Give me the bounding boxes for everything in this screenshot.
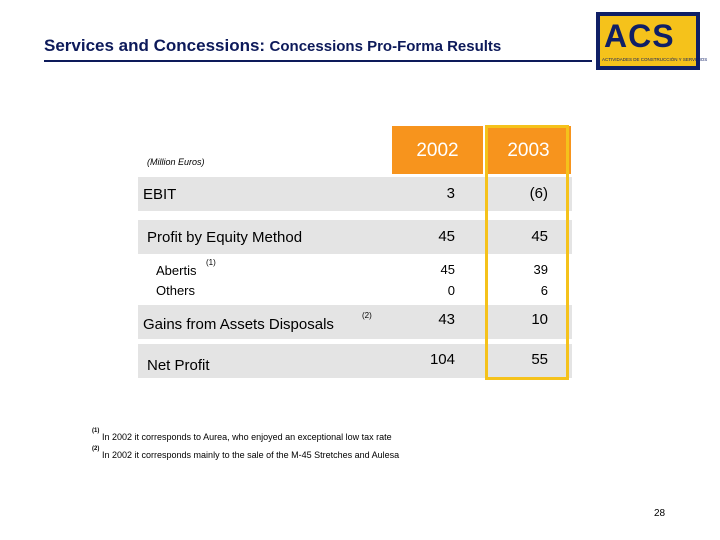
title-part2: Concessions Pro-Forma Results xyxy=(269,38,502,55)
column-header-2003-label: 2003 xyxy=(507,140,550,161)
highlight-2003-column xyxy=(485,125,569,380)
value-others-2002: 0 xyxy=(447,283,455,298)
value-ebit-2003: (6) xyxy=(529,185,548,202)
value-ebit-2002: 3 xyxy=(446,185,455,202)
column-header-2003: 2003 xyxy=(486,126,571,174)
logo-yellow-box xyxy=(600,16,696,66)
row-label-abertis: Abertis xyxy=(156,263,197,278)
row-label-gains: Gains from Assets Disposals xyxy=(143,316,334,333)
footnote-ref-1: (1) xyxy=(206,258,216,267)
page-number: 28 xyxy=(654,508,666,519)
value-abertis-2002: 45 xyxy=(440,262,455,277)
logo-subtext: ACTIVIDADES DE CONSTRUCCIÓN Y SERVICIOS xyxy=(602,57,708,62)
title-part1: Services and Concessions: xyxy=(44,36,266,55)
footnote-ref-2: (2) xyxy=(362,311,372,320)
logo-text: ACS xyxy=(604,18,675,54)
value-net-2002: 104 xyxy=(429,351,455,368)
page-title: Services and Concessions: Concessions Pr… xyxy=(44,36,501,56)
value-abertis-2003: 39 xyxy=(533,262,548,277)
row-band-net xyxy=(138,344,572,378)
footnote-2: In 2002 it corresponds mainly to the sal… xyxy=(102,450,400,460)
row-band-gains xyxy=(138,305,572,339)
row-band-equity xyxy=(138,220,572,254)
value-equity-2003: 45 xyxy=(531,228,548,245)
row-label-net: Net Profit xyxy=(147,357,210,374)
column-header-2002: 2002 xyxy=(392,126,483,174)
column-header-2002-label: 2002 xyxy=(416,140,459,161)
acs-logo: ACS ACTIVIDADES DE CONSTRUCCIÓN Y SERVIC… xyxy=(596,12,707,70)
row-band-ebit xyxy=(138,177,572,211)
footnote-mark-1: (1) xyxy=(92,428,100,434)
footnote-mark-2: (2) xyxy=(92,446,100,452)
value-net-2003: 55 xyxy=(531,351,548,368)
row-label-equity: Profit by Equity Method xyxy=(147,229,303,246)
footnote-1: In 2002 it corresponds to Aurea, who enj… xyxy=(102,432,392,442)
value-equity-2002: 45 xyxy=(438,228,455,245)
value-gains-2002: 43 xyxy=(438,311,455,328)
value-others-2003: 6 xyxy=(540,283,548,298)
row-label-ebit: EBIT xyxy=(143,186,177,203)
row-label-others: Others xyxy=(156,283,196,298)
title-underline xyxy=(44,60,592,62)
value-gains-2003: 10 xyxy=(531,311,548,328)
unit-label: (Million Euros) xyxy=(147,157,205,167)
